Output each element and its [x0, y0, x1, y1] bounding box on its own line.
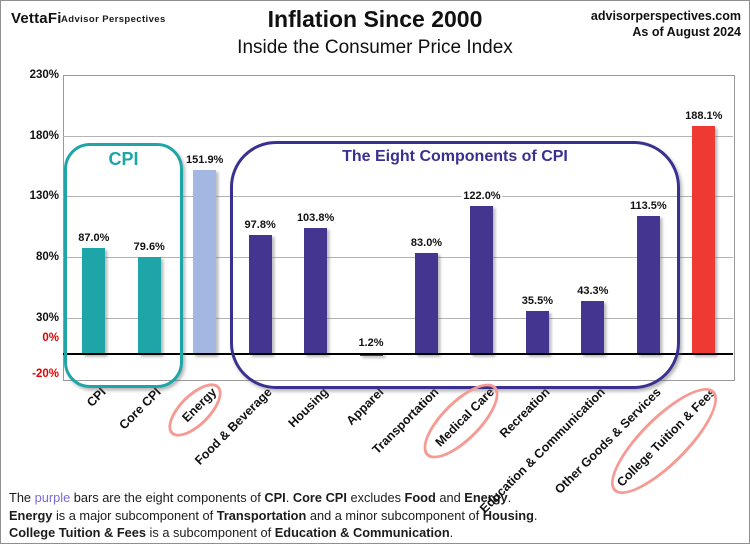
bar-cpi: [82, 248, 106, 355]
footnote-line: The purple bars are the eight components…: [9, 490, 512, 505]
gridline: [63, 135, 733, 137]
footnote-line: College Tuition & Fees is a subcomponent…: [9, 525, 454, 540]
chart-title: Inflation Since 2000: [267, 6, 483, 32]
gridline: [63, 317, 733, 319]
bar-value-label: 113.5%: [627, 199, 669, 214]
bar-other-goods-services: [636, 216, 660, 355]
x-axis-label-apparel: Apparel: [343, 385, 386, 428]
bar-value-label: 83.0%: [408, 236, 445, 251]
bar-value-label: 103.8%: [294, 211, 337, 226]
bar-value-label: 79.6%: [131, 240, 167, 255]
bar-college-tuition-fees: [692, 125, 716, 355]
y-axis-tick-label: 80%: [35, 250, 59, 263]
zero-line: [63, 353, 733, 355]
bar-education-communication: [581, 301, 605, 355]
bar-food-beverage: [248, 235, 272, 355]
chart-subtitle: Inside the Consumer Price Index: [237, 37, 513, 58]
group-box-label: CPI: [108, 149, 139, 169]
group-box-cpi: CPI: [64, 143, 183, 388]
bar-value-label: 97.8%: [242, 218, 278, 233]
bar-medical-care: [470, 206, 494, 355]
bar-recreation: [525, 310, 549, 355]
bar-transportation: [415, 253, 438, 355]
x-axis-label-recreation: Recreation: [496, 385, 553, 441]
x-axis-label-housing: Housing: [285, 385, 331, 431]
y-axis-tick-label: 0%: [42, 332, 59, 344]
bar-core-cpi: [137, 257, 161, 355]
bar-value-label: 1.2%: [356, 335, 386, 350]
bar-value-label: 35.5%: [519, 293, 555, 308]
y-axis-tick-label: 130%: [29, 190, 59, 203]
source-url: advisorperspectives.com: [590, 9, 741, 23]
gridline: [63, 196, 733, 198]
footnote-text: The purple bars are the eight components…: [9, 489, 537, 542]
y-axis-tick-label: 30%: [35, 311, 59, 324]
bar-housing: [304, 228, 328, 355]
as-of-date: As of August 2024: [632, 25, 741, 39]
bar-value-label: 188.1%: [683, 108, 725, 123]
footnote-line: Energy is a major subcomponent of Transp…: [9, 507, 538, 523]
bar-energy: [193, 169, 217, 355]
y-axis-tick-label: -20%: [32, 368, 59, 380]
bar-value-label: 87.0%: [76, 231, 112, 246]
y-axis-tick-label: 230%: [29, 69, 59, 81]
x-axis-label-cpi: CPI: [84, 385, 109, 410]
gridline: [63, 256, 733, 258]
bar-value-label: 151.9%: [184, 152, 226, 167]
bar-value-label: 122.0%: [461, 189, 503, 203]
y-axis-tick-label: 180%: [29, 129, 59, 142]
plot-area: [63, 75, 735, 381]
group-box-label: The Eight Components of CPI: [342, 148, 568, 165]
x-axis-label-core-cpi: Core CPI: [116, 385, 165, 433]
group-box-the-eight-components-of-cpi: The Eight Components of CPI: [230, 141, 680, 389]
bar-value-label: 43.3%: [575, 284, 611, 299]
vettafi-logo: VettaFi: [11, 10, 62, 27]
source-attribution: advisorperspectives.com As of August 202…: [591, 8, 741, 40]
advisor-perspectives-wordmark: Advisor Perspectives: [61, 14, 166, 25]
